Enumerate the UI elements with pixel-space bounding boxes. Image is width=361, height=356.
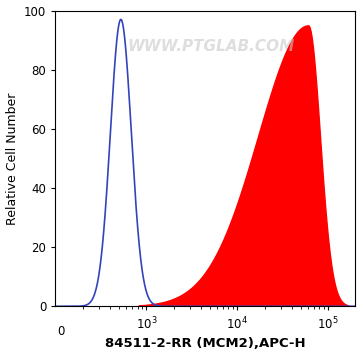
Text: WWW.PTGLAB.COM: WWW.PTGLAB.COM bbox=[128, 38, 295, 53]
Y-axis label: Relative Cell Number: Relative Cell Number bbox=[5, 92, 18, 225]
X-axis label: 84511-2-RR (MCM2),APC-H: 84511-2-RR (MCM2),APC-H bbox=[105, 337, 306, 350]
Text: 0: 0 bbox=[58, 325, 65, 339]
